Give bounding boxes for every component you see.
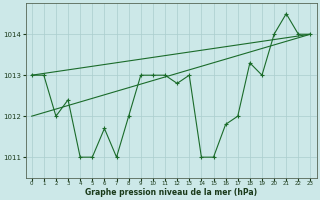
X-axis label: Graphe pression niveau de la mer (hPa): Graphe pression niveau de la mer (hPa) [85, 188, 257, 197]
